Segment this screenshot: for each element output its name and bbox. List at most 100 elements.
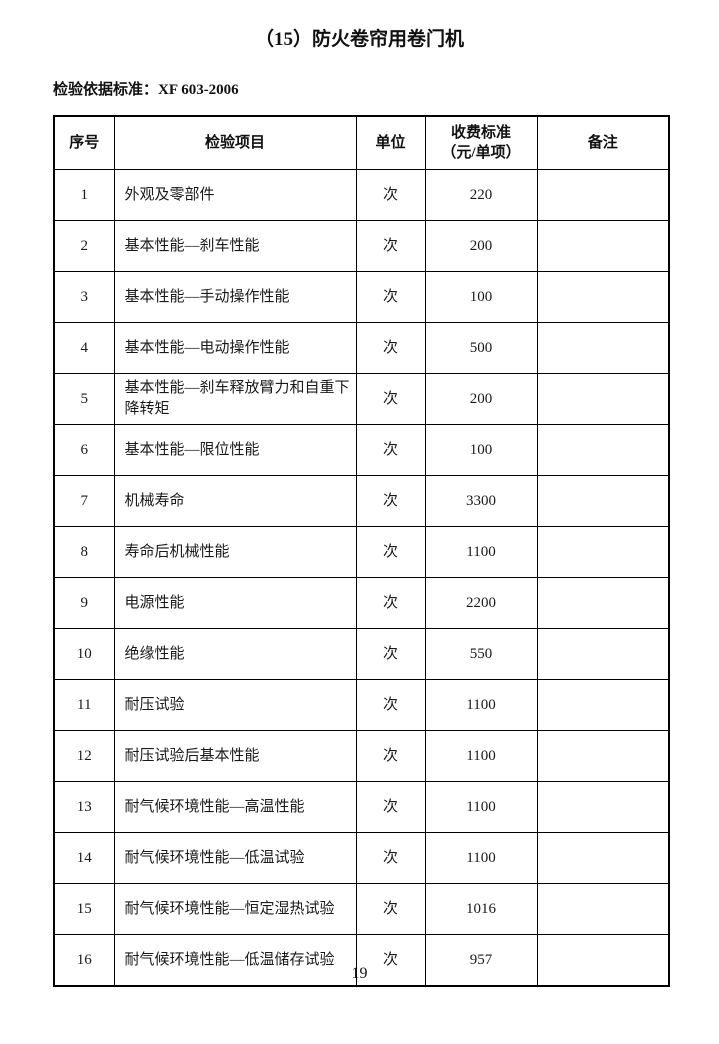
column-header-note: 备注	[536, 115, 670, 170]
note-cell	[536, 271, 670, 323]
note-cell	[536, 934, 670, 987]
unit-cell: 次	[355, 220, 426, 272]
table-row: 13 耐气候环境性能—高温性能次 1100	[53, 781, 670, 833]
note-cell	[536, 373, 670, 425]
table-row: 12 耐压试验后基本性能次 1100	[53, 730, 670, 782]
standard-reference: 检验依据标准：XF 603-2006	[53, 82, 239, 98]
table-row: 3 基本性能—手动操作性能次 100	[53, 271, 670, 323]
row-number-cell: 10	[53, 628, 115, 680]
item-name-cell: 耐压试验	[113, 679, 357, 731]
page-title: （15）防火卷帘用卷门机	[254, 29, 464, 50]
unit-cell: 次	[355, 526, 426, 578]
row-number-cell: 2	[53, 220, 115, 272]
unit-cell: 次	[355, 679, 426, 731]
unit-cell: 次	[355, 883, 426, 935]
note-cell	[536, 679, 670, 731]
row-number-cell: 9	[53, 577, 115, 629]
note-cell	[536, 730, 670, 782]
fee-cell: 3300	[424, 475, 538, 527]
item-name-cell: 基本性能—手动操作性能	[113, 271, 357, 323]
row-number-cell: 11	[53, 679, 115, 731]
unit-cell: 次	[355, 730, 426, 782]
fee-cell: 1100	[424, 679, 538, 731]
note-cell	[536, 526, 670, 578]
row-number-cell: 16	[53, 934, 115, 987]
column-header-unit: 单位	[355, 115, 426, 170]
note-cell	[536, 322, 670, 374]
item-name-cell: 基本性能—刹车性能	[113, 220, 357, 272]
fee-cell: 500	[424, 322, 538, 374]
table-row: 16 耐气候环境性能—低温储存试验次 957	[53, 934, 670, 987]
row-number-cell: 1	[53, 169, 115, 221]
unit-cell: 次	[355, 271, 426, 323]
table-row: 9 电源性能次 2200	[53, 577, 670, 629]
document-page: （15）防火卷帘用卷门机 检验依据标准：XF 603-2006 序号 检验项目 …	[0, 27, 719, 987]
fee-cell: 550	[424, 628, 538, 680]
note-cell	[536, 577, 670, 629]
table-row: 4 基本性能—电动操作性能次 500	[53, 322, 670, 374]
unit-cell: 次	[355, 832, 426, 884]
fee-cell: 2200	[424, 577, 538, 629]
item-name-cell: 耐气候环境性能—低温试验	[113, 832, 357, 884]
unit-cell: 次	[355, 475, 426, 527]
column-header-no: 序号	[53, 115, 115, 170]
unit-cell: 次	[355, 322, 426, 374]
item-name-cell: 电源性能	[113, 577, 357, 629]
fee-cell: 1100	[424, 730, 538, 782]
page-number: 19	[351, 965, 368, 982]
unit-cell: 次	[355, 424, 426, 476]
table-row: 5 基本性能—刹车释放臂力和自重下降转矩次 200	[53, 373, 670, 425]
item-name-cell: 基本性能—刹车释放臂力和自重下降转矩	[113, 373, 357, 425]
unit-cell: 次	[355, 373, 426, 425]
fee-cell: 1100	[424, 526, 538, 578]
table-row: 11 耐压试验次 1100	[53, 679, 670, 731]
row-number-cell: 3	[53, 271, 115, 323]
table-row: 15 耐气候环境性能—恒定湿热试验次 1016	[53, 883, 670, 935]
item-name-cell: 寿命后机械性能	[113, 526, 357, 578]
table-header-row: 序号 检验项目 单位 收费标准 （元/单项） 备注	[53, 115, 670, 170]
table-row: 6 基本性能—限位性能次 100	[53, 424, 670, 476]
row-number-cell: 15	[53, 883, 115, 935]
note-cell	[536, 475, 670, 527]
note-cell	[536, 781, 670, 833]
note-cell	[536, 220, 670, 272]
fee-cell: 1100	[424, 832, 538, 884]
fee-table-body: 1 外观及零部件次 220 2 基本性能—刹车性能次 200 3 基本性能—手动操作性能次 10…	[53, 169, 670, 987]
row-number-cell: 4	[53, 322, 115, 374]
fee-cell: 220	[424, 169, 538, 221]
row-number-cell: 7	[53, 475, 115, 527]
item-name-cell: 耐气候环境性能—低温储存试验	[113, 934, 357, 987]
table-row: 14 耐气候环境性能—低温试验次 1100	[53, 832, 670, 884]
item-name-cell: 基本性能—电动操作性能	[113, 322, 357, 374]
note-cell	[536, 883, 670, 935]
row-number-cell: 8	[53, 526, 115, 578]
item-name-cell: 耐压试验后基本性能	[113, 730, 357, 782]
row-number-cell: 14	[53, 832, 115, 884]
item-name-cell: 耐气候环境性能—高温性能	[113, 781, 357, 833]
fee-cell: 200	[424, 220, 538, 272]
column-header-fee: 收费标准 （元/单项）	[424, 115, 538, 170]
row-number-cell: 5	[53, 373, 115, 425]
item-name-cell: 绝缘性能	[113, 628, 357, 680]
note-cell	[536, 169, 670, 221]
fee-cell: 1100	[424, 781, 538, 833]
item-name-cell: 耐气候环境性能—恒定湿热试验	[113, 883, 357, 935]
fee-cell: 1016	[424, 883, 538, 935]
fee-cell: 957	[424, 934, 538, 987]
note-cell	[536, 832, 670, 884]
unit-cell: 次	[355, 781, 426, 833]
item-name-cell: 基本性能—限位性能	[113, 424, 357, 476]
fee-cell: 100	[424, 424, 538, 476]
fee-cell: 200	[424, 373, 538, 425]
unit-cell: 次	[355, 628, 426, 680]
table-row: 10 绝缘性能次 550	[53, 628, 670, 680]
row-number-cell: 12	[53, 730, 115, 782]
unit-cell: 次	[355, 577, 426, 629]
note-cell	[536, 424, 670, 476]
table-row: 7 机械寿命次 3300	[53, 475, 670, 527]
table-row: 1 外观及零部件次 220	[53, 169, 670, 221]
unit-cell: 次	[355, 169, 426, 221]
item-name-cell: 机械寿命	[113, 475, 357, 527]
row-number-cell: 6	[53, 424, 115, 476]
row-number-cell: 13	[53, 781, 115, 833]
